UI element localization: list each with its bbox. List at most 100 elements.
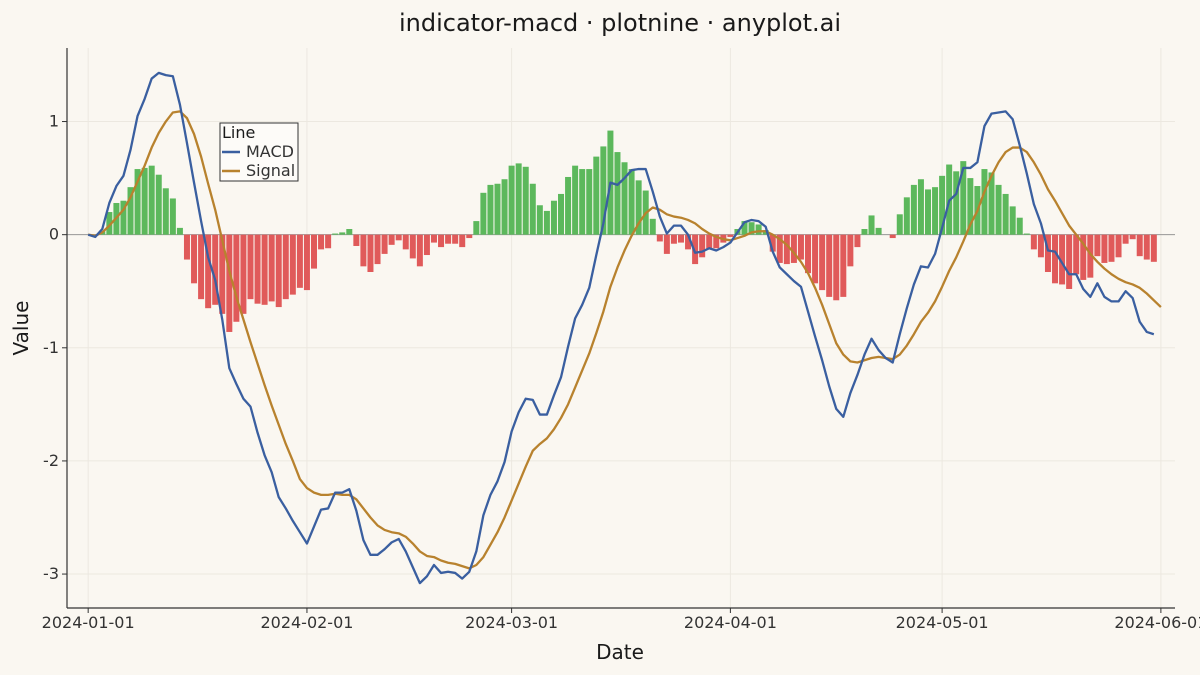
y-axis-label: Value (9, 301, 33, 356)
histogram-bar (1115, 234, 1122, 258)
grid-lines (67, 48, 1175, 608)
histogram-bar (205, 234, 212, 309)
histogram-bar (536, 205, 543, 235)
histogram-bar (628, 169, 635, 235)
signal-line (87, 110, 1162, 570)
histogram-bar (797, 234, 804, 260)
y-tick-label: -2 (43, 451, 59, 470)
y-tick-label: -1 (43, 338, 59, 357)
histogram-bar (812, 234, 819, 284)
histogram-bar (261, 234, 268, 305)
histogram-bar (861, 229, 868, 235)
x-axis-ticks: 2024-01-01 2024-02-01 2024-03-01 2024-04-01… (42, 608, 1200, 632)
histogram-bar (127, 187, 134, 235)
histogram-bar (191, 234, 198, 284)
histogram-bar (769, 234, 776, 252)
histogram-bar (621, 162, 628, 235)
histogram-bar (212, 234, 219, 305)
histogram-bar (1087, 234, 1094, 278)
macd-line (87, 71, 1155, 585)
histogram-bar (1066, 234, 1073, 289)
histogram-bar (409, 234, 416, 259)
histogram-bar (381, 234, 388, 254)
chart-title: indicator-macd · plotnine · anyplot.ai (399, 9, 841, 37)
histogram-bar (649, 218, 656, 235)
histogram-bar (395, 234, 402, 241)
histogram-bar (155, 174, 162, 235)
histogram-bar (1002, 193, 1009, 235)
histogram-bar (593, 156, 600, 235)
histogram-bar (473, 221, 480, 235)
histogram-bar (988, 172, 995, 235)
histogram-bar (670, 234, 677, 244)
histogram-bar (325, 234, 332, 249)
histogram-bar (106, 212, 113, 235)
histogram-bar (374, 234, 381, 265)
histogram-bar (1080, 234, 1087, 280)
histogram-bar (924, 189, 931, 235)
y-tick-label: 0 (49, 225, 59, 244)
histogram-bar (452, 234, 459, 244)
axes (66, 48, 1175, 609)
histogram-bar (1150, 234, 1157, 262)
histogram-bar (430, 234, 437, 243)
histogram-bar (529, 183, 536, 235)
histogram-bar (254, 234, 261, 304)
histogram-bar (960, 161, 967, 235)
histogram-bar (699, 234, 706, 258)
x-tick-label: 2024-06-01 (1114, 613, 1200, 632)
x-tick-label: 2024-05-01 (896, 613, 989, 632)
histogram-bar (543, 210, 550, 235)
histogram-bar (783, 234, 790, 265)
histogram-bar (332, 233, 339, 235)
histogram-bar (240, 234, 247, 314)
histogram-bar (1016, 217, 1023, 235)
histogram-bar (1108, 234, 1115, 262)
histogram-bar (840, 234, 847, 297)
histogram-bar (1052, 234, 1059, 284)
histogram-bar (515, 163, 522, 235)
histogram-bar (169, 198, 176, 235)
histogram-bar (1129, 234, 1136, 240)
histogram-bar (487, 184, 494, 235)
histogram-bar (748, 222, 755, 235)
histogram-bar (459, 234, 466, 248)
x-tick-label: 2024-01-01 (42, 613, 135, 632)
histogram-bar (346, 229, 353, 235)
histogram-bar (318, 234, 325, 250)
histogram-bar (558, 193, 565, 235)
y-tick-label: -3 (43, 564, 59, 583)
histogram-bar (1023, 233, 1030, 235)
histogram-bar (233, 234, 240, 322)
histogram-bar (706, 234, 713, 250)
histogram-bar (1037, 234, 1044, 258)
series-lines (87, 71, 1162, 585)
histogram-bar (819, 234, 826, 291)
histogram-bar (402, 234, 409, 250)
legend: Line MACD Signal (219, 122, 299, 182)
x-tick-label: 2024-03-01 (465, 613, 558, 632)
histogram-bar (875, 227, 882, 235)
histogram-bar (790, 234, 797, 263)
histogram-bar (833, 234, 840, 301)
legend-macd-label: MACD (246, 142, 294, 161)
histogram-bar (148, 165, 155, 235)
histogram-bar (663, 234, 670, 254)
x-axis-label: Date (596, 640, 644, 664)
histogram-bar (981, 169, 988, 235)
histogram-bar (198, 234, 205, 300)
histogram-bar (1122, 234, 1129, 244)
histogram-bar (438, 234, 445, 248)
histogram-bar (162, 188, 169, 235)
histogram-bar (967, 178, 974, 235)
x-tick-label: 2024-04-01 (684, 613, 777, 632)
histogram-bar (1136, 234, 1143, 257)
histogram-bar (953, 171, 960, 235)
histogram-bar (854, 234, 861, 248)
histogram-bar (522, 166, 529, 235)
histogram-bar (1094, 234, 1101, 257)
histogram-bar (995, 184, 1002, 235)
histogram-bar (847, 234, 854, 267)
histogram-bar (508, 165, 515, 235)
histogram-bar (141, 167, 148, 235)
